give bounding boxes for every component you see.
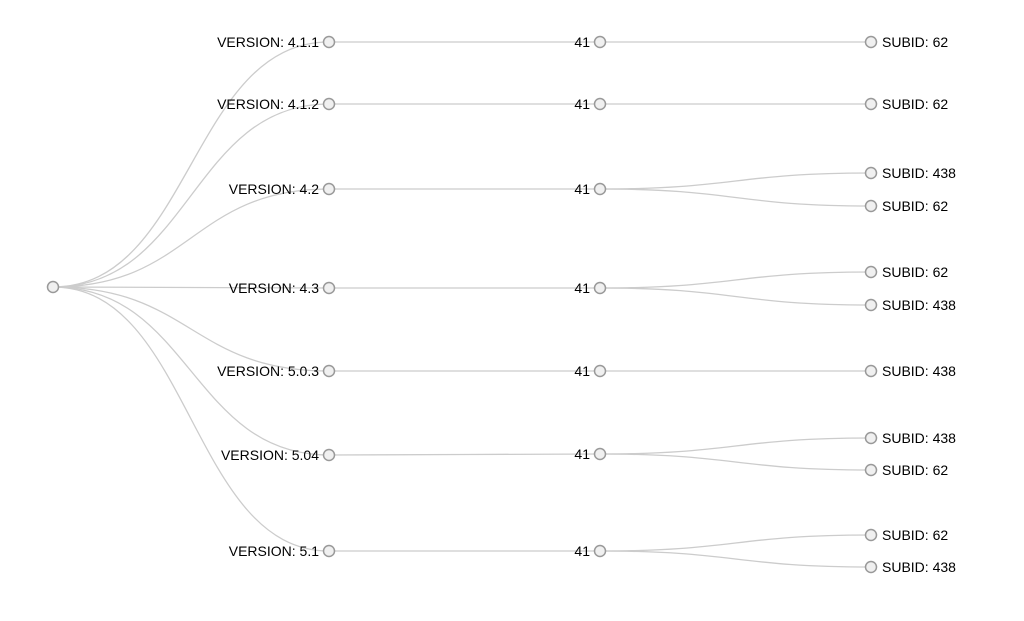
node-circle[interactable] (322, 281, 336, 295)
node-circle[interactable] (322, 544, 336, 558)
node-label: 41 (574, 181, 590, 197)
tree-node: 41 (574, 446, 607, 462)
tree-node: VERSION: 4.1.2 (217, 96, 336, 112)
tree-link (599, 453, 872, 471)
tree-node: SUBID: 62 (864, 198, 948, 214)
node-label: SUBID: 62 (882, 34, 948, 50)
tree-node: 41 (574, 96, 607, 112)
nodes-layer: VERSION: 4.1.1 41 SUBID: 62 VERSION: 4.1.2 4… (46, 34, 956, 575)
tree-node: SUBID: 62 (864, 462, 948, 478)
tree-link (599, 188, 872, 207)
node-circle[interactable] (864, 97, 878, 111)
tree-node: VERSION: 4.1.1 (217, 34, 336, 50)
tree-link (599, 437, 872, 455)
tree-node: SUBID: 62 (864, 96, 948, 112)
node-circle[interactable] (593, 35, 607, 49)
tree-node: 41 (574, 363, 607, 379)
node-label: VERSION: 4.3 (229, 280, 319, 296)
tree-node: SUBID: 438 (864, 430, 956, 446)
node-label: SUBID: 438 (882, 559, 956, 575)
tree-node: SUBID: 438 (864, 297, 956, 313)
tree-link (599, 271, 872, 289)
node-label: 41 (574, 34, 590, 50)
node-circle[interactable] (322, 364, 336, 378)
node-circle[interactable] (322, 97, 336, 111)
tree-node: SUBID: 62 (864, 264, 948, 280)
tree-node: VERSION: 4.3 (229, 280, 336, 296)
node-circle[interactable] (593, 447, 607, 461)
tree-link (52, 286, 330, 456)
node-label: VERSION: 5.0.3 (217, 363, 319, 379)
tree-node: VERSION: 4.2 (229, 181, 336, 197)
node-label: 41 (574, 280, 590, 296)
node-label: VERSION: 5.04 (221, 447, 319, 463)
node-circle[interactable] (322, 35, 336, 49)
node-label: VERSION: 5.1 (229, 543, 319, 559)
tree-link (599, 550, 872, 568)
tree-link (599, 534, 872, 552)
node-label: SUBID: 62 (882, 527, 948, 543)
node-circle[interactable] (864, 265, 878, 279)
tree-node: 41 (574, 181, 607, 197)
node-circle[interactable] (593, 364, 607, 378)
node-circle[interactable] (864, 166, 878, 180)
node-label: 41 (574, 96, 590, 112)
tree-node (46, 280, 60, 294)
tree-link (52, 41, 330, 288)
node-circle[interactable] (864, 199, 878, 213)
tree-link (599, 287, 872, 306)
node-circle[interactable] (593, 544, 607, 558)
tree-node: SUBID: 438 (864, 165, 956, 181)
node-circle[interactable] (322, 182, 336, 196)
node-label: SUBID: 438 (882, 297, 956, 313)
node-label: 41 (574, 363, 590, 379)
node-label: 41 (574, 446, 590, 462)
tree-node: 41 (574, 34, 607, 50)
node-circle[interactable] (864, 528, 878, 542)
tree-link (52, 103, 330, 288)
tree-link (328, 453, 601, 456)
tree-link (52, 286, 330, 552)
node-circle[interactable] (864, 35, 878, 49)
tree-node: VERSION: 5.04 (221, 447, 336, 463)
node-label: SUBID: 438 (882, 363, 956, 379)
links-layer (52, 41, 872, 568)
tree-node: 41 (574, 280, 607, 296)
tree-node: 41 (574, 543, 607, 559)
tree-link (52, 286, 330, 372)
tree-node: SUBID: 62 (864, 527, 948, 543)
node-label: SUBID: 62 (882, 96, 948, 112)
tree-link (599, 172, 872, 190)
tree-node: SUBID: 438 (864, 559, 956, 575)
tree-node: VERSION: 5.1 (229, 543, 336, 559)
node-label: SUBID: 62 (882, 264, 948, 280)
node-circle[interactable] (864, 463, 878, 477)
tree-link (52, 188, 330, 288)
node-circle[interactable] (864, 298, 878, 312)
tree-node: VERSION: 5.0.3 (217, 363, 336, 379)
node-circle[interactable] (593, 182, 607, 196)
node-circle[interactable] (46, 280, 60, 294)
tree-node: SUBID: 62 (864, 34, 948, 50)
node-label: SUBID: 438 (882, 430, 956, 446)
tree-link (52, 286, 330, 289)
node-label: 41 (574, 543, 590, 559)
tree-node: SUBID: 438 (864, 363, 956, 379)
node-label: SUBID: 438 (882, 165, 956, 181)
node-label: VERSION: 4.1.2 (217, 96, 319, 112)
node-label: SUBID: 62 (882, 198, 948, 214)
node-circle[interactable] (864, 364, 878, 378)
node-circle[interactable] (593, 281, 607, 295)
node-circle[interactable] (593, 97, 607, 111)
node-label: VERSION: 4.1.1 (217, 34, 319, 50)
node-label: VERSION: 4.2 (229, 181, 319, 197)
node-circle[interactable] (322, 448, 336, 462)
node-circle[interactable] (864, 560, 878, 574)
node-circle[interactable] (864, 431, 878, 445)
node-label: SUBID: 62 (882, 462, 948, 478)
